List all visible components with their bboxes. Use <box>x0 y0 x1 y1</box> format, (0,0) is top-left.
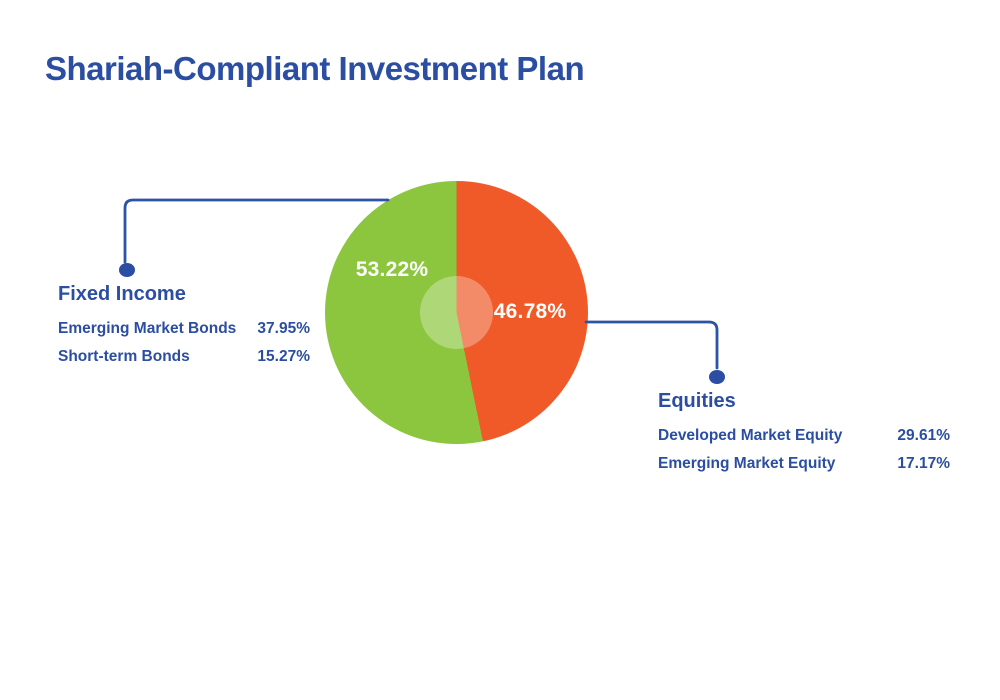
equities-row1-label: Developed Market Equity <box>658 427 843 444</box>
equities-row2-value: 17.17% <box>897 455 950 472</box>
fixed-income-row2-label: Short-term Bonds <box>58 348 190 365</box>
equities-row2-label: Emerging Market Equity <box>658 455 836 472</box>
equities-header: Equities <box>658 390 736 412</box>
fixed-income-header: Fixed Income <box>58 283 186 305</box>
page-title: Shariah-Compliant Investment Plan <box>45 50 585 87</box>
callout-row: Short-term Bonds 15.27% <box>58 343 310 371</box>
equities-row1-value: 29.61% <box>897 427 950 444</box>
equities-connector-line <box>584 320 719 370</box>
pie-center-overlay <box>420 276 493 349</box>
pie-chart: 53.22% 46.78% <box>325 181 588 444</box>
callout-row: Emerging Market Equity 17.17% <box>658 450 950 478</box>
fixed-income-slice-percentage: 53.22% <box>355 258 429 281</box>
fixed-income-row2-value: 15.27% <box>257 348 310 365</box>
callout-row: Emerging Market Bonds 37.95% <box>58 315 310 343</box>
callout-row: Developed Market Equity 29.61% <box>658 422 950 450</box>
fixed-income-row1-label: Emerging Market Bonds <box>58 320 237 337</box>
equities-connector-dot <box>709 370 725 384</box>
equities-callout: Equities Developed Market Equity 29.61% … <box>658 390 950 478</box>
fixed-income-row1-value: 37.95% <box>257 320 310 337</box>
equities-slice-percentage: 46.78% <box>493 300 567 323</box>
fixed-income-connector-dot <box>119 263 135 277</box>
fixed-income-callout: Fixed Income Emerging Market Bonds 37.95… <box>58 283 310 371</box>
